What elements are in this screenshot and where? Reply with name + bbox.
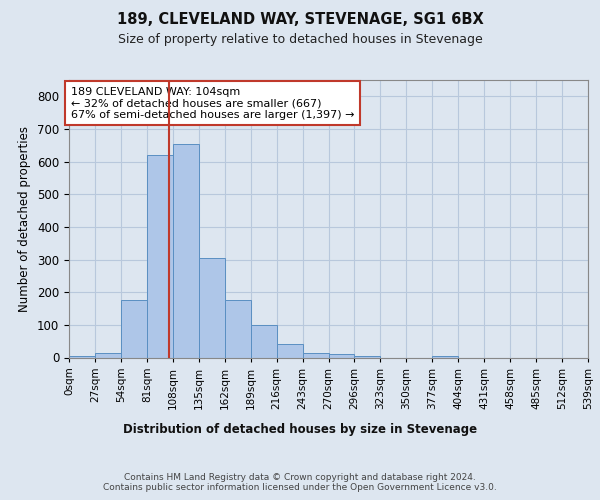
Bar (199, 258, 224, 358)
Bar (277, 344, 302, 358)
Bar (95, 352, 121, 358)
Text: Contains HM Land Registry data © Crown copyright and database right 2024.
Contai: Contains HM Land Registry data © Crown c… (103, 472, 497, 492)
Bar (302, 352, 329, 358)
Bar (355, 356, 380, 358)
Bar (69, 356, 95, 358)
Y-axis label: Number of detached properties: Number of detached properties (19, 126, 31, 312)
Bar (432, 356, 458, 358)
Text: Distribution of detached houses by size in Stevenage: Distribution of detached houses by size … (123, 422, 477, 436)
Bar (121, 300, 147, 358)
Bar (225, 300, 251, 358)
Bar (251, 325, 277, 358)
Bar (147, 155, 173, 358)
Text: 189, CLEVELAND WAY, STEVENAGE, SG1 6BX: 189, CLEVELAND WAY, STEVENAGE, SG1 6BX (116, 12, 484, 28)
Bar (173, 144, 199, 358)
Text: Size of property relative to detached houses in Stevenage: Size of property relative to detached ho… (118, 32, 482, 46)
Bar (329, 354, 355, 358)
Text: 189 CLEVELAND WAY: 104sqm
← 32% of detached houses are smaller (667)
67% of semi: 189 CLEVELAND WAY: 104sqm ← 32% of detac… (71, 86, 355, 120)
